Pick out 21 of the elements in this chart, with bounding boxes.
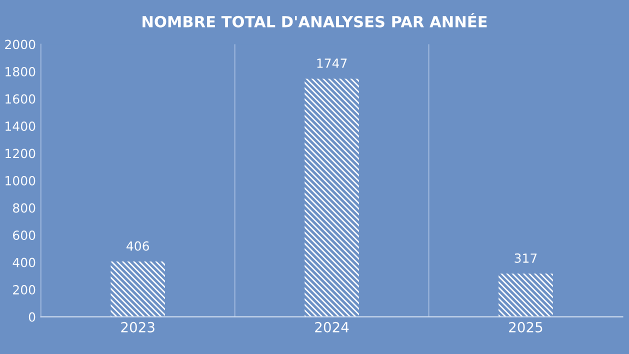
y-tick-label: 200 [13, 285, 36, 294]
data-label: 406 [126, 241, 149, 251]
x-tick-label: 2024 [315, 322, 349, 332]
y-tick-label: 400 [12, 258, 36, 268]
y-tick-label: 1200 [6, 148, 36, 158]
x-tick-label: 2023 [121, 322, 154, 332]
bar [110, 261, 166, 317]
x-tick-label: 2025 [509, 322, 542, 332]
y-tick-label: 1800 [6, 66, 36, 76]
bar [498, 274, 553, 317]
y-tick-label: 2000 [5, 40, 36, 50]
y-tick-label: 800 [13, 203, 36, 213]
y-tick-label: 600 [13, 230, 36, 240]
data-label: 317 [514, 253, 537, 263]
y-tick-label: 1000 [6, 176, 36, 186]
y-tick-label: 1400 [6, 121, 36, 131]
bar [304, 78, 359, 317]
chart-title: NOMBRE TOTAL D'ANALYSES PAR ANNÉE [142, 13, 487, 28]
data-label: 1747 [317, 58, 347, 68]
y-tick-label: 0 [28, 312, 36, 322]
y-tick-label: 1600 [6, 94, 36, 104]
